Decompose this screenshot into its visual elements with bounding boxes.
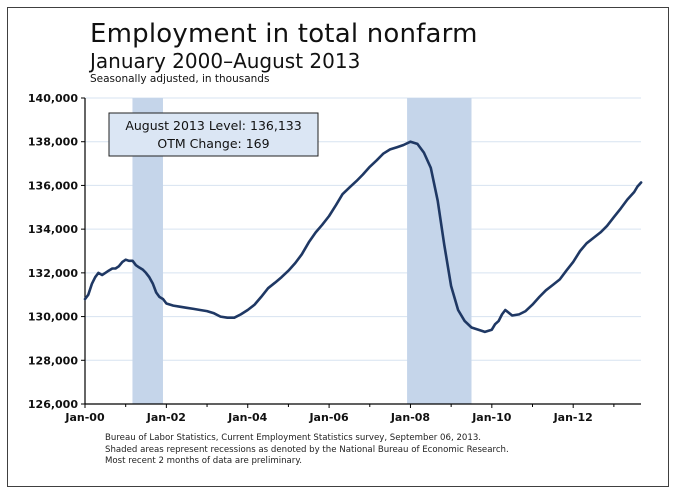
footer-preliminary-line: Most recent 2 months of data are prelimi…: [105, 456, 302, 466]
callout-level-text: August 2013 Level: 136,133: [125, 118, 301, 133]
chart-title: Employment in total nonfarm: [90, 19, 478, 49]
x-tick-label: Jan-02: [146, 411, 186, 424]
x-tick-label: Jan-10: [471, 411, 512, 424]
y-tick-label: 132,000: [28, 267, 78, 280]
chart-units-note: Seasonally adjusted, in thousands: [90, 73, 270, 85]
series-line: [83, 140, 643, 334]
y-tick-label: 128,000: [28, 354, 78, 367]
y-tick-label: 140,000: [28, 92, 78, 105]
callout-change-text: OTM Change: 169: [157, 136, 269, 151]
y-tick-label: 134,000: [28, 223, 78, 236]
callout-box: [108, 112, 319, 157]
x-tick-label: Jan-06: [308, 411, 349, 424]
x-tick-label: Jan-12: [553, 411, 593, 424]
chart-frame: [7, 7, 669, 487]
chart-subtitle: January 2000–August 2013: [90, 49, 361, 73]
y-tick-label: 130,000: [28, 311, 78, 324]
recession-shade: [407, 98, 472, 404]
x-tick-label: Jan-04: [227, 411, 268, 424]
source-footer: Bureau of Labor Statistics, Current Empl…: [105, 433, 509, 468]
y-tick-label: 136,000: [28, 179, 78, 192]
y-tick-label: 138,000: [28, 136, 78, 149]
y-tick-label: 126,000: [28, 398, 78, 411]
footer-source-line: Bureau of Labor Statistics, Current Empl…: [105, 433, 482, 443]
footer-recession-line: Shaded areas represent recessions as den…: [105, 444, 509, 455]
x-tick-label: Jan-00: [64, 411, 105, 424]
x-tick-label: Jan-08: [390, 411, 430, 424]
